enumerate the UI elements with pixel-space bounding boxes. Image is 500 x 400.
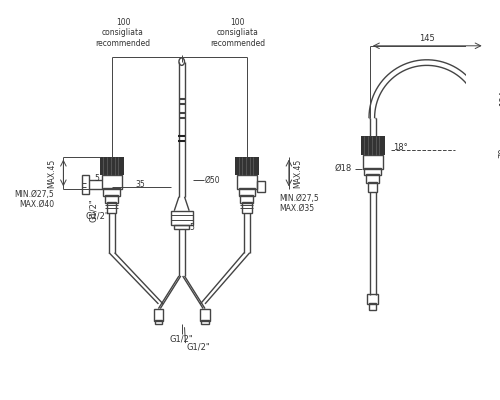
Text: 5: 5 xyxy=(189,223,194,232)
Text: G1/2": G1/2" xyxy=(186,342,210,351)
Text: MAX.45: MAX.45 xyxy=(294,159,302,188)
Bar xyxy=(257,181,264,192)
Text: MIN.Ø27,5
MAX.Ø35: MIN.Ø27,5 MAX.Ø35 xyxy=(280,194,320,213)
Bar xyxy=(170,211,193,225)
Bar xyxy=(242,202,252,213)
Bar xyxy=(235,157,259,175)
Text: MAX.45: MAX.45 xyxy=(47,159,56,188)
Text: 145: 145 xyxy=(420,34,435,43)
Bar xyxy=(104,188,120,196)
Bar xyxy=(369,303,376,310)
Text: MIN.Ø27,5
MAX.Ø40: MIN.Ø27,5 MAX.Ø40 xyxy=(14,190,54,209)
Text: 100
consigliata
recommended: 100 consigliata recommended xyxy=(96,18,150,48)
Text: 100
consigliata
recommended: 100 consigliata recommended xyxy=(210,18,265,48)
Bar xyxy=(366,174,380,183)
Bar xyxy=(238,188,256,196)
Bar xyxy=(102,175,122,189)
Bar xyxy=(240,195,254,203)
Bar xyxy=(202,320,208,324)
Bar xyxy=(236,175,257,189)
Bar xyxy=(82,175,90,194)
Bar xyxy=(107,202,117,213)
Bar xyxy=(200,308,209,321)
Bar xyxy=(106,195,118,203)
Bar xyxy=(174,225,189,229)
Ellipse shape xyxy=(179,58,184,65)
Text: G1/2": G1/2" xyxy=(170,335,194,344)
Bar xyxy=(364,168,381,175)
Bar xyxy=(362,155,383,169)
Bar xyxy=(360,136,385,155)
Text: 5: 5 xyxy=(94,174,100,183)
Bar xyxy=(154,320,162,324)
Text: G1/2": G1/2" xyxy=(85,212,108,221)
Text: Ø18: Ø18 xyxy=(335,164,352,173)
Bar xyxy=(367,294,378,304)
Text: 35: 35 xyxy=(136,180,145,189)
Text: Ø50: Ø50 xyxy=(205,176,220,184)
Text: 70: 70 xyxy=(498,148,500,158)
Text: 184: 184 xyxy=(498,90,500,106)
Bar xyxy=(154,308,163,321)
Text: 18°: 18° xyxy=(394,143,408,152)
Bar xyxy=(368,182,378,192)
Bar xyxy=(100,157,124,175)
Text: G1/2": G1/2" xyxy=(88,198,98,222)
